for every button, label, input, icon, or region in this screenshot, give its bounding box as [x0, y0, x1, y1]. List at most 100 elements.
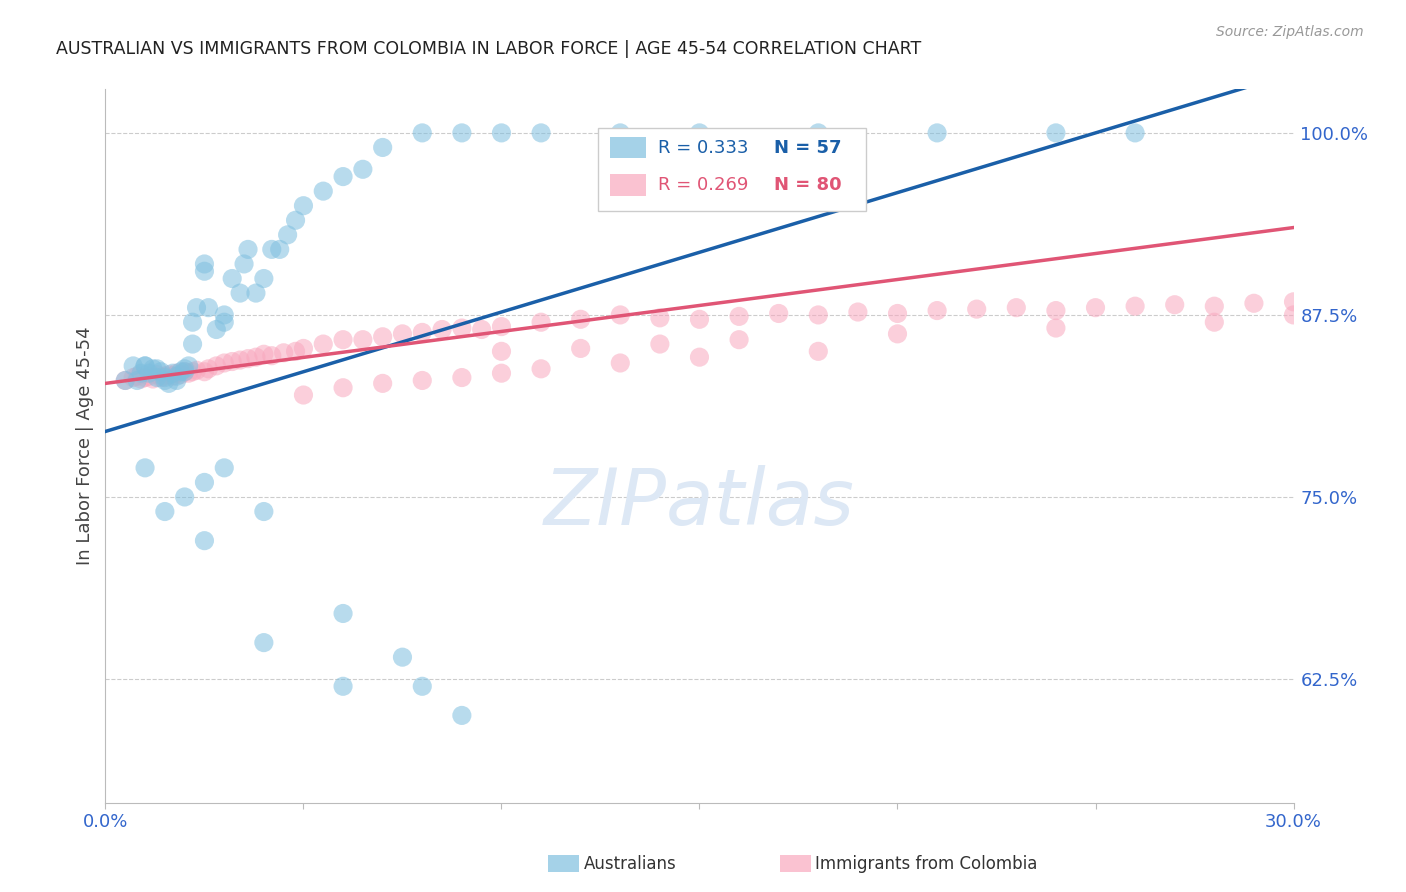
Point — [114, 374, 136, 388]
Point — [221, 354, 243, 368]
Point — [162, 366, 184, 380]
Point — [170, 368, 193, 382]
Text: AUSTRALIAN VS IMMIGRANTS FROM COLOMBIA IN LABOR FORCE | AGE 45-54 CORRELATION CH: AUSTRALIAN VS IMMIGRANTS FROM COLOMBIA I… — [56, 40, 921, 58]
Point — [569, 342, 592, 356]
Point — [245, 286, 267, 301]
Point — [530, 315, 553, 329]
Point — [411, 374, 433, 388]
Point — [689, 126, 711, 140]
Point — [205, 359, 228, 373]
Point — [221, 271, 243, 285]
Point — [391, 650, 413, 665]
Point — [146, 370, 169, 384]
Text: Australians: Australians — [583, 855, 676, 873]
Point — [1204, 299, 1226, 313]
Point — [689, 312, 711, 326]
Point — [122, 370, 145, 384]
Point — [142, 372, 165, 386]
Point — [153, 370, 176, 384]
Point — [134, 359, 156, 373]
Point — [114, 374, 136, 388]
Point — [332, 333, 354, 347]
Y-axis label: In Labor Force | Age 45-54: In Labor Force | Age 45-54 — [76, 326, 94, 566]
Point — [292, 342, 315, 356]
Point — [193, 264, 215, 278]
Point — [197, 361, 219, 376]
Point — [471, 322, 494, 336]
Point — [173, 361, 195, 376]
Point — [233, 257, 256, 271]
Point — [450, 708, 472, 723]
Point — [236, 243, 259, 257]
Point — [1282, 294, 1305, 309]
Point — [292, 199, 315, 213]
Point — [277, 227, 299, 242]
Point — [411, 126, 433, 140]
Point — [166, 369, 188, 384]
Point — [728, 310, 751, 324]
Point — [807, 344, 830, 359]
Point — [332, 169, 354, 184]
Point — [491, 344, 513, 359]
Point — [129, 372, 152, 386]
Point — [1045, 321, 1067, 335]
Point — [134, 370, 156, 384]
Point — [1045, 126, 1067, 140]
Point — [173, 365, 195, 379]
Point — [214, 356, 236, 370]
Point — [1084, 301, 1107, 315]
Point — [312, 337, 335, 351]
Point — [689, 350, 711, 364]
Point — [229, 286, 252, 301]
Text: ZIPatlas: ZIPatlas — [544, 465, 855, 541]
Point — [1204, 315, 1226, 329]
Point — [807, 308, 830, 322]
Point — [166, 366, 188, 380]
Point — [450, 321, 472, 335]
Text: Source: ZipAtlas.com: Source: ZipAtlas.com — [1216, 25, 1364, 39]
Point — [411, 679, 433, 693]
Point — [134, 460, 156, 475]
Point — [146, 361, 169, 376]
Point — [728, 333, 751, 347]
Point — [173, 490, 195, 504]
Point — [411, 326, 433, 340]
Point — [245, 350, 267, 364]
Text: R = 0.269: R = 0.269 — [658, 176, 748, 194]
Point — [332, 679, 354, 693]
Point — [269, 243, 291, 257]
Point — [170, 365, 193, 379]
Point — [530, 126, 553, 140]
Point — [371, 140, 394, 154]
Point — [127, 374, 149, 388]
Point — [1243, 296, 1265, 310]
Point — [925, 126, 948, 140]
Point — [122, 359, 145, 373]
Point — [846, 305, 869, 319]
Point — [807, 126, 830, 140]
Point — [371, 330, 394, 344]
Point — [149, 365, 172, 379]
Point — [648, 310, 671, 325]
Point — [177, 366, 200, 380]
Point — [153, 374, 176, 388]
Point — [214, 308, 236, 322]
Point — [146, 368, 169, 382]
Point — [260, 349, 283, 363]
Point — [609, 126, 631, 140]
Point — [197, 301, 219, 315]
Bar — [610, 137, 645, 159]
Point — [1164, 298, 1187, 312]
Text: Immigrants from Colombia: Immigrants from Colombia — [815, 855, 1038, 873]
Point — [371, 376, 394, 391]
Point — [332, 381, 354, 395]
Text: R = 0.333: R = 0.333 — [658, 139, 748, 157]
Point — [177, 359, 200, 373]
Point — [153, 504, 176, 518]
Point — [1123, 299, 1146, 313]
Point — [609, 356, 631, 370]
Point — [1282, 308, 1305, 322]
Point — [260, 243, 283, 257]
Point — [153, 369, 176, 384]
Point — [236, 351, 259, 366]
